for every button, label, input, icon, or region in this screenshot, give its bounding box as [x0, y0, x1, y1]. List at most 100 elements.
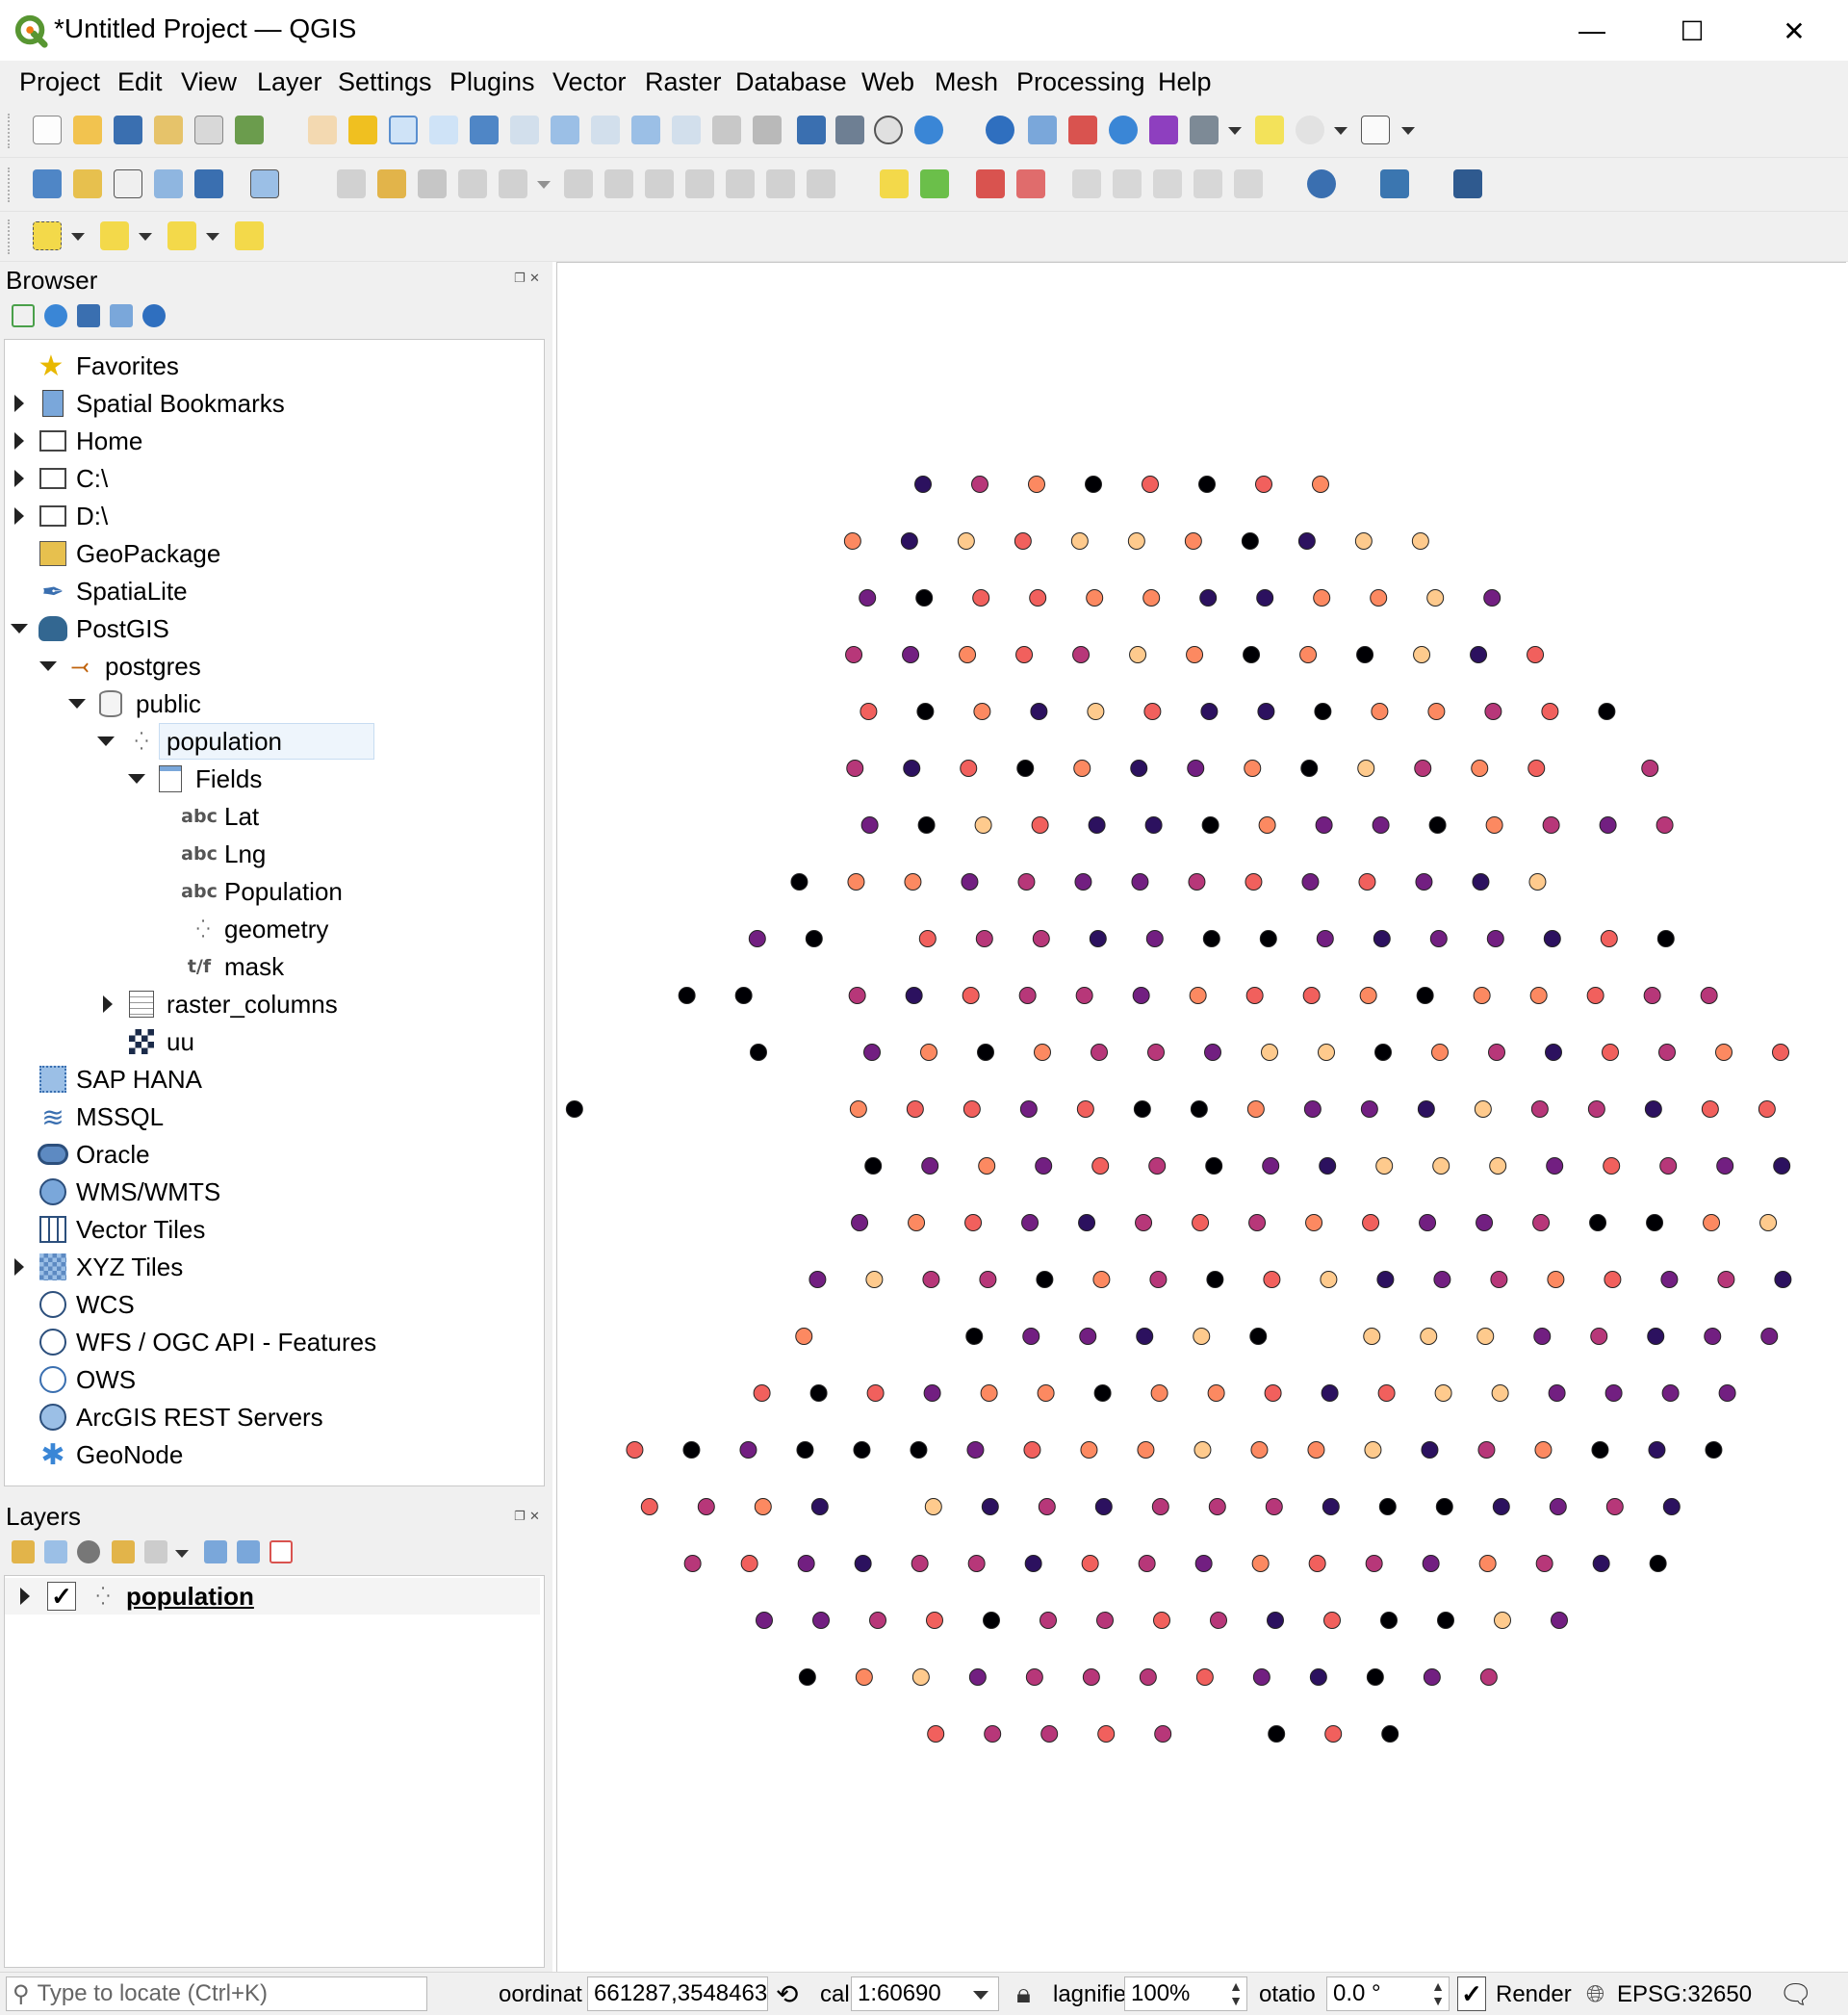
measure-dropdown-icon[interactable]: [1228, 127, 1242, 135]
measure-line-icon[interactable]: [1190, 116, 1219, 144]
new-virtual-layer-icon[interactable]: [114, 169, 142, 198]
browser-item-population-table[interactable]: ⁛ population: [5, 723, 540, 760]
expand-arrow-icon[interactable]: [14, 432, 24, 450]
layer-item-population[interactable]: ✓ ⁛ population: [5, 1578, 540, 1615]
undo-icon[interactable]: [766, 169, 795, 198]
current-edits-icon[interactable]: [337, 169, 366, 198]
identify-features-icon[interactable]: [986, 116, 1014, 144]
style-manager-icon[interactable]: [235, 116, 264, 144]
browser-item-postgres-connection[interactable]: ⤙ postgres: [5, 648, 540, 685]
browser-item-uu-raster[interactable]: uu: [5, 1023, 540, 1060]
crs-globe-icon[interactable]: 🌐︎: [1586, 1980, 1605, 2007]
collapse-arrow-icon[interactable]: [128, 774, 145, 784]
new-map-view-icon[interactable]: [712, 116, 741, 144]
collapse-all-icon[interactable]: [110, 304, 133, 327]
menu-vector[interactable]: Vector: [552, 67, 627, 96]
layer-visibility-checkbox[interactable]: ✓: [47, 1582, 76, 1611]
change-label-properties-icon[interactable]: [1194, 169, 1222, 198]
data-source-manager-icon[interactable]: [250, 169, 279, 198]
annotation-dropdown-icon[interactable]: [1401, 127, 1415, 135]
statistical-summary-icon[interactable]: [1149, 116, 1178, 144]
menu-plugins[interactable]: Plugins: [449, 67, 535, 96]
select-features-dropdown-icon[interactable]: [71, 233, 85, 241]
spin-arrows-icon[interactable]: ▲ ▼: [1229, 1978, 1243, 2008]
zoom-out-icon[interactable]: [429, 116, 458, 144]
layer-diagram-options-icon[interactable]: [920, 169, 949, 198]
new-shapefile-layer-icon[interactable]: [73, 169, 102, 198]
text-annotation-icon[interactable]: [1361, 116, 1390, 144]
browser-item-xyz-tiles[interactable]: XYZ Tiles: [5, 1249, 540, 1285]
browser-item-public-schema[interactable]: public: [5, 685, 540, 722]
zoom-native-icon[interactable]: [591, 116, 620, 144]
zoom-to-selection-icon[interactable]: [510, 116, 539, 144]
new-project-icon[interactable]: [33, 116, 62, 144]
menu-processing[interactable]: Processing: [1016, 67, 1145, 96]
browser-item-wcs[interactable]: WCS: [5, 1286, 540, 1323]
pan-to-selection-icon[interactable]: [348, 116, 377, 144]
select-by-location-icon[interactable]: [1296, 116, 1324, 144]
new-temporary-layer-icon[interactable]: [194, 169, 223, 198]
messages-icon[interactable]: 🗨︎: [1779, 1979, 1813, 2009]
expand-arrow-icon[interactable]: [14, 1258, 24, 1276]
browser-item-fields[interactable]: Fields: [5, 761, 540, 797]
scale-combobox[interactable]: 1:60690: [851, 1976, 999, 2011]
browser-item-spatialite[interactable]: ✒ SpatiaLite: [5, 573, 540, 609]
expand-arrow-icon[interactable]: [20, 1588, 30, 1605]
browser-item-drive-c[interactable]: C:\: [5, 460, 540, 497]
filter-legend-icon[interactable]: [112, 1540, 135, 1563]
lock-scale-icon[interactable]: 🔒︎: [1016, 1978, 1031, 2008]
copy-features-icon[interactable]: [685, 169, 714, 198]
modify-attributes-icon[interactable]: [564, 169, 593, 198]
refresh-browser-icon[interactable]: [44, 304, 67, 327]
browser-field-mask[interactable]: t/f mask: [5, 948, 540, 985]
menu-web[interactable]: Web: [861, 67, 915, 96]
zoom-full-icon[interactable]: [470, 116, 499, 144]
browser-item-mssql[interactable]: ≋ MSSQL: [5, 1098, 540, 1135]
add-point-feature-icon[interactable]: [458, 169, 487, 198]
manage-map-themes-icon[interactable]: [77, 1540, 100, 1563]
spin-arrows-icon[interactable]: ▲ ▼: [1431, 1978, 1445, 2008]
menu-layer[interactable]: Layer: [257, 67, 322, 96]
menu-raster[interactable]: Raster: [645, 67, 722, 96]
expand-all-icon[interactable]: [204, 1540, 227, 1563]
browser-item-favorites[interactable]: ★ Favorites: [5, 348, 540, 384]
select-features-icon[interactable]: [33, 221, 62, 250]
pin-unpin-labels-icon[interactable]: [1016, 169, 1045, 198]
attribute-table-icon[interactable]: [1028, 116, 1057, 144]
show-bookmarks-icon[interactable]: [835, 116, 864, 144]
browser-item-spatial-bookmarks[interactable]: Spatial Bookmarks: [5, 385, 540, 422]
filter-browser-icon[interactable]: [77, 304, 100, 327]
layers-float-icon[interactable]: ❐: [514, 1510, 526, 1524]
new-3d-map-icon[interactable]: [753, 116, 782, 144]
save-layer-edits-icon[interactable]: [418, 169, 447, 198]
browser-item-vector-tiles[interactable]: Vector Tiles: [5, 1211, 540, 1248]
collapse-arrow-icon[interactable]: [97, 736, 115, 746]
browser-item-wms-wmts[interactable]: WMS/WMTS: [5, 1174, 540, 1210]
maximize-button[interactable]: ☐: [1680, 15, 1705, 46]
vertex-dropdown-icon[interactable]: [537, 181, 551, 189]
browser-item-raster-columns[interactable]: raster_columns: [5, 986, 540, 1022]
help-icon[interactable]: [1453, 169, 1482, 198]
browser-item-sap-hana[interactable]: SAP HANA: [5, 1061, 540, 1098]
locator-search-box[interactable]: ⚲ Type to locate (Ctrl+K): [6, 1976, 427, 2011]
select-by-value-dropdown-icon[interactable]: [139, 233, 152, 241]
open-layer-styling-icon[interactable]: [12, 1540, 35, 1563]
metasearch-globe-icon[interactable]: [1307, 169, 1336, 198]
menu-help[interactable]: Help: [1158, 67, 1212, 96]
zoom-in-icon[interactable]: [389, 116, 418, 144]
field-calculator-icon[interactable]: [1068, 116, 1097, 144]
processing-toolbox-icon[interactable]: [1109, 116, 1138, 144]
show-hide-labels-icon[interactable]: [1072, 169, 1101, 198]
delete-selected-icon[interactable]: [604, 169, 633, 198]
browser-item-geonode[interactable]: ✱ GeoNode: [5, 1436, 540, 1473]
move-label-icon[interactable]: [1113, 169, 1142, 198]
toggle-editing-pencil-icon[interactable]: [377, 169, 406, 198]
browser-item-postgis[interactable]: PostGIS: [5, 610, 540, 647]
magnifier-spinbox[interactable]: 100% ▲ ▼: [1124, 1976, 1247, 2011]
browser-close-icon[interactable]: ✕: [529, 271, 540, 286]
collapse-arrow-icon[interactable]: [11, 624, 28, 633]
cut-features-icon[interactable]: [645, 169, 674, 198]
new-spatialite-layer-icon[interactable]: [154, 169, 183, 198]
browser-item-geopackage[interactable]: GeoPackage: [5, 535, 540, 572]
add-group-icon[interactable]: [44, 1540, 67, 1563]
